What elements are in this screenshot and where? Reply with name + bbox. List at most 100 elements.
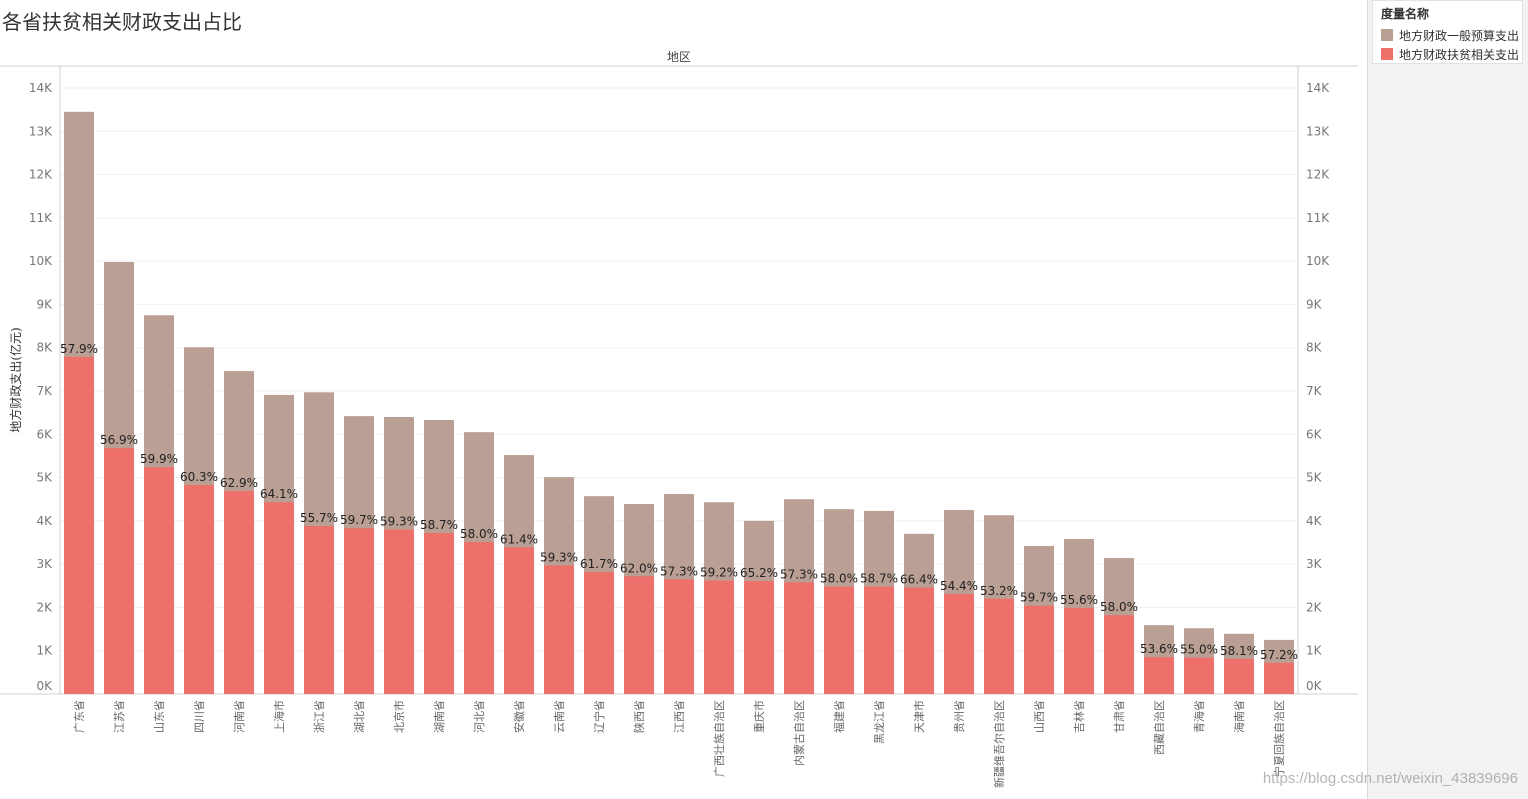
y-tick-label-right: 14K bbox=[1306, 81, 1330, 95]
bar-poverty-spending[interactable] bbox=[1264, 662, 1294, 694]
x-tick-label: 云南省 bbox=[553, 700, 566, 733]
x-tick-label: 青海省 bbox=[1192, 700, 1206, 733]
bar-poverty-spending[interactable] bbox=[544, 565, 574, 694]
bar-poverty-spending[interactable] bbox=[64, 356, 94, 694]
bar-poverty-spending[interactable] bbox=[1064, 607, 1094, 694]
bar-poverty-spending[interactable] bbox=[424, 532, 454, 694]
data-label: 59.7% bbox=[1020, 591, 1058, 605]
y-tick-label-right: 8K bbox=[1306, 341, 1323, 355]
x-tick-label: 湖南省 bbox=[433, 700, 446, 733]
y-tick-label-right: 5K bbox=[1306, 471, 1323, 485]
bar-poverty-spending[interactable] bbox=[944, 594, 974, 694]
x-tick-label: 吉林省 bbox=[1072, 700, 1086, 733]
bar-poverty-spending[interactable] bbox=[304, 526, 334, 694]
bar-poverty-spending[interactable] bbox=[984, 598, 1014, 694]
data-label: 64.1% bbox=[260, 487, 298, 501]
bar-poverty-spending[interactable] bbox=[704, 580, 734, 694]
y-tick-label-left: 6K bbox=[36, 427, 53, 441]
data-label: 59.9% bbox=[140, 452, 178, 466]
right-y-axis: 0K 1K 2K 3K 4K 5K 6K 7K 8K 9K 10K 11K 12K 13K 14K bbox=[1306, 81, 1330, 693]
data-label: 57.3% bbox=[660, 564, 698, 578]
y-tick-label-left: 8K bbox=[36, 341, 53, 355]
bar-poverty-spending[interactable] bbox=[1224, 658, 1254, 694]
bar-poverty-spending[interactable] bbox=[344, 528, 374, 694]
bar-poverty-spending[interactable] bbox=[624, 576, 654, 694]
y-tick-label-left: 2K bbox=[36, 600, 53, 614]
y-tick-label-left: 5K bbox=[36, 471, 53, 485]
bar-poverty-spending[interactable] bbox=[904, 587, 934, 694]
bar-poverty-spending[interactable] bbox=[384, 529, 414, 694]
data-label: 58.0% bbox=[820, 572, 858, 586]
legend-item-poverty-spending[interactable]: 地方财政扶贫相关支出 bbox=[1381, 46, 1519, 62]
data-label: 53.2% bbox=[980, 584, 1018, 598]
data-label: 56.9% bbox=[100, 433, 138, 447]
x-tick-label: 湖北省 bbox=[353, 700, 366, 733]
y-axis-title: 地方财政支出(亿元) bbox=[8, 327, 23, 432]
legend-label-general-budget: 地方财政一般预算支出 bbox=[1399, 28, 1520, 43]
chart-title: 各省扶贫相关财政支出占比 bbox=[2, 10, 242, 34]
data-label: 57.9% bbox=[60, 342, 98, 356]
legend-item-general-budget[interactable]: 地方财政一般预算支出 bbox=[1381, 27, 1519, 43]
legend-swatch-poverty-spending bbox=[1381, 48, 1393, 60]
bar-poverty-spending[interactable] bbox=[784, 582, 814, 694]
data-label: 55.6% bbox=[1060, 593, 1098, 607]
data-label: 53.6% bbox=[1140, 642, 1178, 656]
y-tick-label-right: 13K bbox=[1306, 124, 1330, 138]
data-label: 57.2% bbox=[1260, 648, 1298, 662]
bar-poverty-spending[interactable] bbox=[864, 586, 894, 694]
data-label: 65.2% bbox=[740, 566, 778, 580]
y-tick-label-right: 2K bbox=[1306, 600, 1323, 614]
x-tick-label: 陕西省 bbox=[632, 700, 646, 733]
x-tick-label: 江苏省 bbox=[113, 700, 126, 733]
y-tick-label-left: 12K bbox=[29, 168, 53, 182]
bar-poverty-spending[interactable] bbox=[224, 490, 254, 694]
y-tick-label-right: 0K bbox=[1306, 679, 1323, 693]
x-tick-label: 山西省 bbox=[1033, 700, 1046, 733]
data-label: 58.0% bbox=[460, 527, 498, 541]
x-tick-label: 黑龙江省 bbox=[873, 700, 886, 744]
y-tick-label-left: 0K bbox=[36, 679, 53, 693]
x-tick-label: 重庆市 bbox=[752, 700, 766, 733]
data-label: 58.7% bbox=[860, 572, 898, 586]
data-label: 59.3% bbox=[540, 550, 578, 564]
bar-poverty-spending[interactable] bbox=[464, 542, 494, 694]
legend-label-poverty-spending: 地方财政扶贫相关支出 bbox=[1399, 47, 1520, 62]
bar-poverty-spending[interactable] bbox=[664, 579, 694, 694]
y-tick-label-right: 12K bbox=[1306, 168, 1330, 182]
data-label: 61.7% bbox=[580, 557, 618, 571]
y-tick-label-right: 1K bbox=[1306, 644, 1323, 658]
bar-poverty-spending[interactable] bbox=[824, 586, 854, 694]
bar-poverty-spending[interactable] bbox=[1144, 657, 1174, 694]
x-axis-header: 地区 bbox=[667, 50, 691, 64]
bar-poverty-spending[interactable] bbox=[1184, 657, 1214, 694]
y-tick-label-left: 3K bbox=[36, 557, 53, 571]
legend-panel: 度量名称 地方财政一般预算支出 地方财政扶贫相关支出 bbox=[1367, 0, 1528, 799]
x-tick-label: 安徽省 bbox=[512, 700, 526, 733]
bar-poverty-spending[interactable] bbox=[1104, 615, 1134, 694]
y-tick-label-right: 10K bbox=[1306, 254, 1330, 268]
data-label: 59.3% bbox=[380, 515, 418, 529]
x-tick-label: 甘肃省 bbox=[1113, 700, 1126, 733]
y-tick-label-right: 6K bbox=[1306, 427, 1323, 441]
data-label: 61.4% bbox=[500, 532, 538, 546]
bar-poverty-spending[interactable] bbox=[744, 581, 774, 694]
data-label: 59.2% bbox=[700, 566, 738, 580]
data-label: 58.7% bbox=[420, 518, 458, 532]
bar-poverty-spending[interactable] bbox=[184, 484, 214, 694]
y-tick-label-left: 11K bbox=[29, 211, 53, 225]
x-tick-label: 河北省 bbox=[473, 700, 486, 733]
bar-poverty-spending[interactable] bbox=[144, 467, 174, 694]
bar-poverty-spending[interactable] bbox=[104, 448, 134, 694]
overlay-bar-chart: 地区 地方财政支出(亿元) 0K 1K 2K 3K 4K 5K 6K 7K 8K 9K 10K 11K… bbox=[0, 50, 1358, 788]
bar-poverty-spending[interactable] bbox=[1024, 605, 1054, 694]
bars bbox=[64, 111, 1294, 695]
x-tick-label: 河南省 bbox=[233, 700, 246, 733]
x-tick-label: 浙江省 bbox=[313, 700, 326, 733]
bar-poverty-spending[interactable] bbox=[264, 502, 294, 694]
bar-poverty-spending[interactable] bbox=[504, 547, 534, 694]
legend-swatch-general-budget bbox=[1381, 29, 1393, 41]
bar-poverty-spending[interactable] bbox=[584, 571, 614, 694]
left-y-axis: 0K 1K 2K 3K 4K 5K 6K 7K 8K 9K 10K 11K 12K 13K 14K bbox=[29, 81, 53, 693]
y-tick-label-left: 9K bbox=[36, 297, 53, 311]
